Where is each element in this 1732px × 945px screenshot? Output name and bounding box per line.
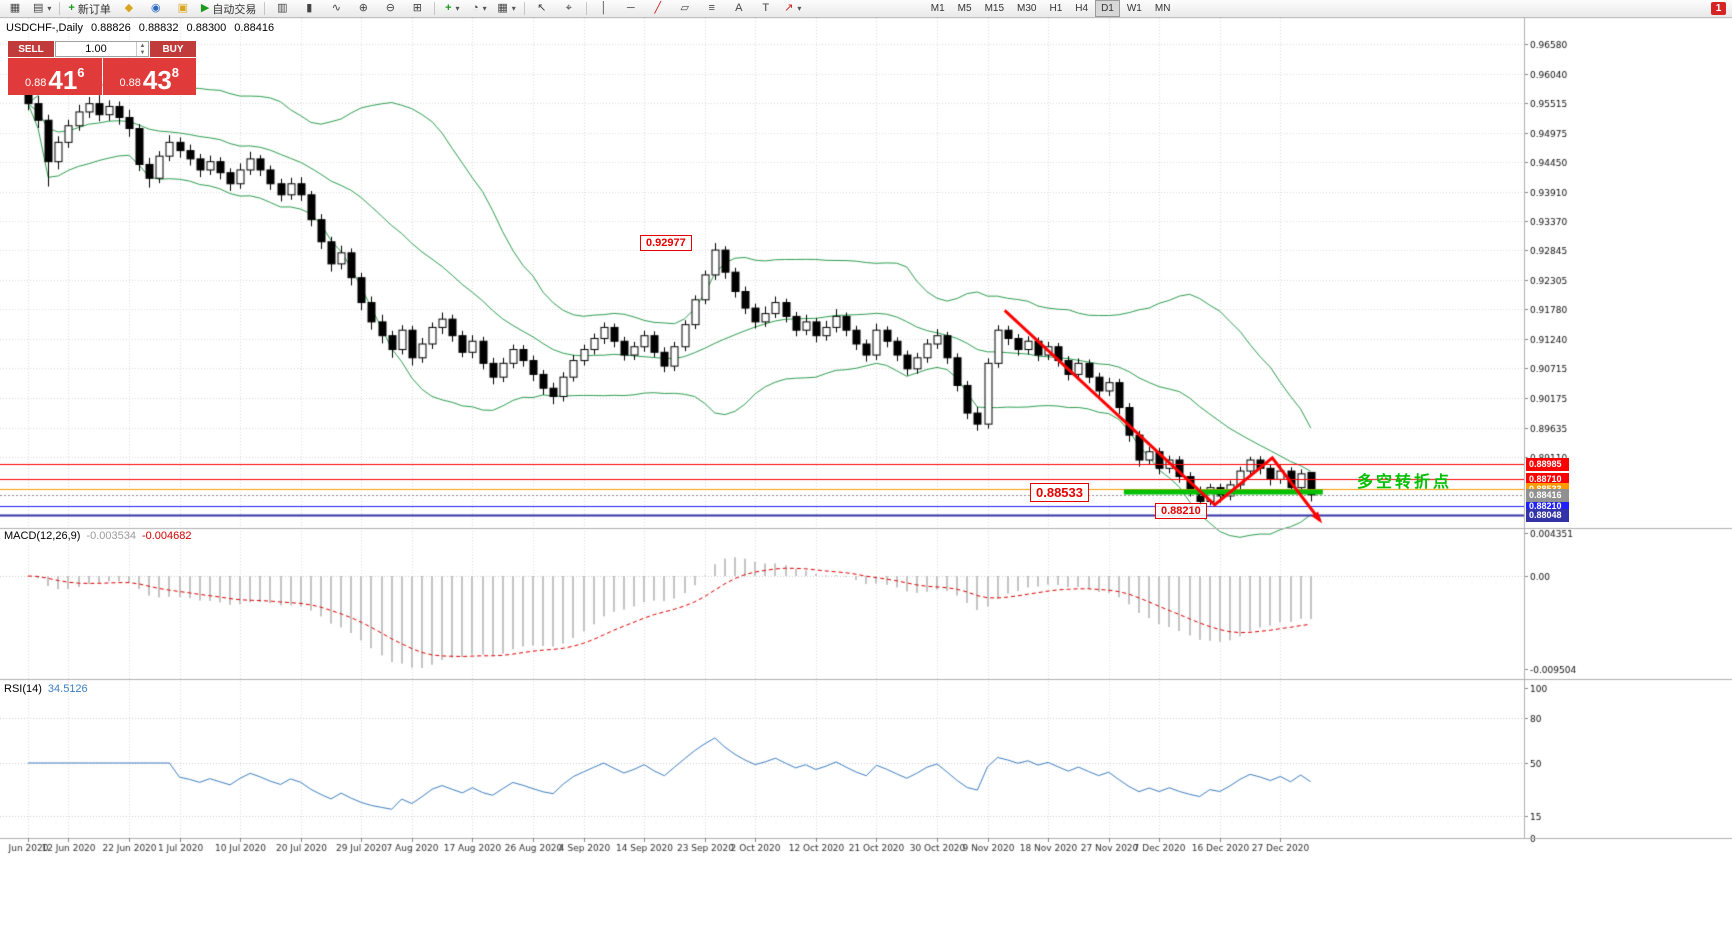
vertical-line-button[interactable]: │ [591, 0, 617, 18]
candlestick-button[interactable]: ▮ [296, 0, 322, 18]
toolbar-separator [59, 2, 61, 15]
bar-chart-icon: ▥ [277, 2, 288, 14]
timeframe-h4[interactable]: H4 [1075, 3, 1089, 14]
timeframe-m5[interactable]: M5 [957, 3, 972, 14]
new-chart-button[interactable]: ▦ [2, 0, 28, 18]
timeframe-m15[interactable]: M15 [984, 3, 1005, 14]
buy-price-prefix: 0.88 [119, 77, 141, 89]
timeframe-m30[interactable]: M30 [1017, 3, 1037, 14]
text-button[interactable]: A [726, 0, 752, 18]
new-order-icon: + [68, 2, 75, 14]
arrows-icon: ↗ [784, 2, 794, 14]
line-chart-icon: ∿ [331, 2, 341, 14]
buy-price-big: 43 [142, 64, 172, 95]
crosshair-button[interactable]: ⌖ [556, 0, 582, 18]
zoom-in-button[interactable]: ⊕ [350, 0, 376, 18]
timeframe-mn[interactable]: MN [1154, 3, 1171, 14]
auto-trading-button[interactable]: ▶ 自动交易 [197, 0, 260, 18]
indicators-icon: + [445, 2, 452, 14]
sell-button[interactable]: SELL [8, 41, 54, 57]
auto-trading-label: 自动交易 [212, 3, 257, 16]
channel-icon: ▱ [680, 2, 689, 14]
turning-point-label[interactable]: 多空转折点 [1357, 474, 1453, 491]
cursor-button[interactable]: ↖ [529, 0, 555, 18]
vertical-line-icon: │ [600, 2, 608, 14]
volume-up-icon[interactable]: ▲ [139, 42, 146, 49]
bar-chart-button[interactable]: ▥ [269, 0, 295, 18]
sell-price-prefix: 0.88 [24, 77, 47, 89]
new-order-button[interactable]: + 新订单 [64, 0, 114, 18]
timeframe-d1[interactable]: D1 [1095, 0, 1120, 17]
profiles-button[interactable]: ▤ ▾ [29, 0, 55, 18]
arrows-button[interactable]: ↗ ▾ [780, 0, 806, 18]
buy-price-tile[interactable]: 0.88 43 8 [102, 58, 196, 95]
fibonacci-button[interactable]: ≡ [699, 0, 725, 18]
timeframe-m1[interactable]: M1 [930, 3, 945, 14]
text-label-icon: T [762, 2, 770, 14]
fibonacci-icon: ≡ [708, 2, 715, 14]
trendline-icon: ╱ [654, 2, 662, 14]
alerts-icon: ◆ [124, 2, 134, 14]
volume-down-icon[interactable]: ▼ [139, 49, 146, 56]
alerts-button[interactable]: ◆ [116, 0, 142, 18]
new-order-label: 新订单 [77, 3, 111, 16]
line-chart-button[interactable]: ∿ [323, 0, 349, 18]
toolbar-separator [264, 2, 266, 15]
templates-button[interactable]: ▦ ▾ [493, 0, 519, 18]
zoom-in-icon: ⊕ [358, 2, 368, 14]
toolbar-separator [585, 2, 587, 15]
chevron-down-icon: ▾ [455, 4, 460, 13]
chevron-down-icon: ▾ [511, 4, 516, 13]
one-click-trading-panel: SELL ▲ ▼ BUY 0.88 41 6 0.88 [8, 41, 196, 95]
volume-stepper: ▲ ▼ [136, 42, 148, 56]
mailbox-icon: ▣ [177, 2, 189, 14]
tile-windows-button[interactable]: ⊞ [404, 0, 430, 18]
indicators-button[interactable]: + ▾ [439, 0, 465, 18]
sell-price-sup: 6 [77, 65, 85, 80]
channel-button[interactable]: ▱ [672, 0, 698, 18]
candlestick-icon: ▮ [306, 2, 313, 14]
crosshair-icon: ⌖ [565, 2, 572, 14]
horizontal-line-button[interactable]: ─ [618, 0, 644, 18]
price-label-high[interactable]: 0.92977 [640, 235, 692, 251]
buy-button[interactable]: BUY [150, 41, 196, 57]
toolbar-separator [523, 2, 525, 15]
volume-box: ▲ ▼ [55, 41, 149, 57]
price-label-support-1[interactable]: 0.88533 [1030, 483, 1089, 502]
timeframe-h1[interactable]: H1 [1049, 3, 1063, 14]
mailbox-button[interactable]: ▣ [170, 0, 196, 18]
chevron-down-icon: ▾ [482, 4, 487, 13]
templates-icon: ▦ [497, 2, 508, 14]
tile-windows-icon: ⊞ [412, 2, 422, 14]
periods-icon: ◔ [471, 2, 479, 14]
timeframe-w1[interactable]: W1 [1126, 3, 1142, 14]
notification-badge[interactable]: 1 [1711, 2, 1726, 15]
sell-price-tile[interactable]: 0.88 41 6 [8, 58, 102, 95]
auto-trading-play-icon: ▶ [200, 2, 210, 14]
zoom-out-button[interactable]: ⊖ [377, 0, 403, 18]
timeframe-toolbar: M1 M5 M15 M30 H1 H4 D1 W1 MN [925, 0, 1177, 17]
news-button[interactable]: ◉ [143, 0, 169, 18]
horizontal-line-icon: ─ [626, 2, 635, 14]
cursor-icon: ↖ [537, 2, 547, 14]
toolbar: ▦ ▤ ▾ + 新订单 ◆ ◉ ▣ ▶ 自动交易 ▥ ▮ ∿ ⊕ ⊖ ⊞ + ▾ ◔… [0, 0, 1732, 18]
toolbar-separator [434, 2, 436, 15]
new-chart-icon: ▦ [9, 2, 21, 14]
chevron-down-icon: ▾ [47, 4, 52, 13]
periods-button[interactable]: ◔ ▾ [466, 0, 492, 18]
buy-price-sup: 8 [171, 65, 180, 80]
trendline-button[interactable]: ╱ [645, 0, 671, 18]
text-icon: A [735, 2, 743, 14]
profiles-icon: ▤ [33, 2, 44, 14]
sell-price-big: 41 [48, 64, 78, 95]
price-label-support-2[interactable]: 0.88210 [1155, 503, 1207, 519]
volume-input[interactable] [56, 42, 136, 56]
text-label-button[interactable]: T [753, 0, 779, 18]
news-icon: ◉ [151, 2, 161, 14]
chevron-down-icon: ▾ [797, 4, 802, 13]
zoom-out-icon: ⊖ [385, 2, 395, 14]
